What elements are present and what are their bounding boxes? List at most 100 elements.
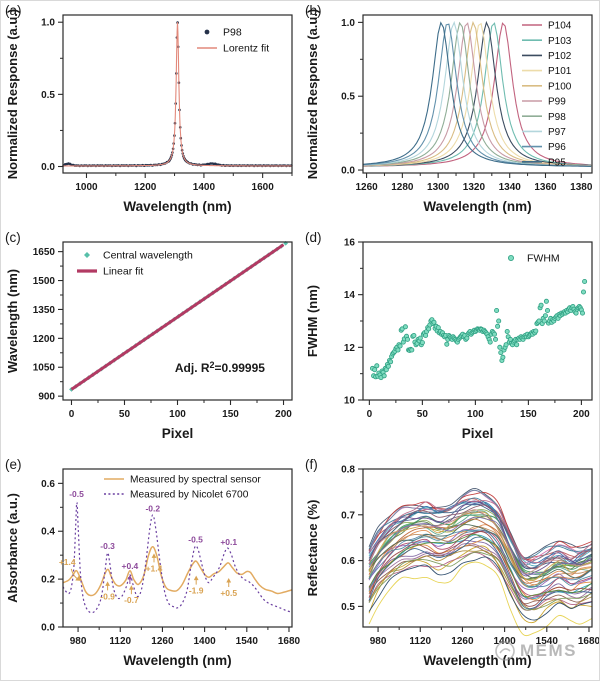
y-tick-label: 0.5	[341, 602, 355, 613]
panel-label-d: (d)	[305, 230, 322, 245]
legend-label: Measured by Nicolet 6700	[130, 490, 249, 501]
y-tick-label: 1200	[33, 334, 56, 345]
series-Linear-fit	[70, 243, 285, 391]
y-tick-label: 1650	[33, 247, 56, 258]
x-tick-label: 1260	[355, 182, 378, 193]
panel-label-b: (b)	[305, 3, 322, 18]
y-axis-title: Wavelength (nm)	[5, 269, 20, 373]
panel-e: (e) 980 1120 1260 1400 1540 1680 0.0 0.2 0.4 0.6 W…	[1, 455, 301, 680]
series-curve-7	[368, 545, 593, 624]
panel-label-a: (a)	[5, 3, 22, 18]
y-tick-label: 1.0	[41, 18, 55, 29]
annotation-value: -0.2	[145, 504, 160, 514]
y-tick-label: 1050	[33, 363, 56, 374]
legend-item-P98: P98	[204, 27, 242, 39]
annotation-arrowhead	[151, 553, 157, 558]
legend-label: P99	[548, 97, 566, 108]
x-tick-label: 1400	[193, 636, 216, 647]
panel-c: (c) 0 50 100 150 200 900 1050 1200 1350 1500 1650 P…	[1, 228, 301, 455]
y-tick-label: 0.0	[41, 162, 55, 173]
x-tick-label: 1540	[536, 636, 559, 647]
x-tick-label: 1120	[409, 636, 431, 647]
annotation-arrowhead	[105, 581, 110, 586]
chart-e-canvas: 980 1120 1260 1400 1540 1680 0.0 0.2 0.4 0.6 Wavel…	[5, 468, 301, 668]
legend-item-P102: P102	[522, 51, 572, 62]
panel-f: (f) 980 1120 1260 1400 1540 1680 0.5 0.6 0.7 0.8 W…	[301, 455, 600, 680]
x-tick-label: 980	[70, 636, 87, 647]
y-tick-label: 10	[344, 396, 356, 407]
chart-c-canvas: 0 50 100 150 200 900 1050 1200 1350 1500 1650 Pixel…	[5, 240, 293, 441]
legend-label: Measured by spectral sensor	[130, 475, 261, 486]
x-tick-label: 1680	[578, 636, 600, 647]
legend-item-P104: P104	[522, 21, 572, 32]
series-FWHM	[370, 279, 588, 381]
y-tick-label: 0.6	[341, 556, 355, 567]
series-curve-9	[368, 534, 593, 600]
y-tick-label: 0.5	[41, 90, 55, 101]
plot-frame	[362, 241, 593, 401]
legend-item-P100: P100	[522, 81, 572, 92]
y-tick-label: 0.6	[41, 479, 55, 490]
legend-item-Central-wavelength: Central wavelength	[84, 250, 193, 262]
y-tick-label: 12	[344, 343, 356, 354]
plot-frame	[62, 468, 293, 628]
x-tick-label: 1600	[252, 182, 275, 193]
series-curve-35	[368, 500, 593, 564]
y-tick-label: 0.0	[41, 623, 55, 634]
series-curve-6	[368, 524, 593, 586]
legend-item-P98: P98	[522, 112, 566, 123]
series-curve-3	[368, 509, 593, 581]
series-curve-32	[368, 551, 593, 611]
chart-f-canvas: 980 1120 1260 1400 1540 1680 0.5 0.6 0.7 0.8 Wavel…	[305, 465, 600, 669]
legend-label: Linear fit	[103, 266, 143, 278]
series-curve-28	[368, 515, 593, 579]
y-tick-label: 900	[38, 392, 55, 403]
legend-label: P100	[548, 81, 572, 92]
series-curve-4	[368, 539, 593, 599]
legend-label: P96	[548, 142, 566, 153]
y-axis-title: FWHM (nm)	[305, 285, 320, 357]
annotation-value: +1.4	[59, 557, 76, 567]
chart-b-canvas: 1260 1280 1300 1320 1340 1360 1380 0.0 0.5 1.0 Wav…	[305, 9, 593, 214]
series-curve-31	[368, 518, 593, 584]
series-Measured-by-Nicolet-6700	[62, 501, 293, 614]
y-axis-title: Reflectance (%)	[305, 500, 320, 597]
x-tick-label: 150	[520, 409, 537, 420]
x-tick-label: 100	[467, 409, 484, 420]
legend-item-Measured-by-Nicolet-6700: Measured by Nicolet 6700	[104, 490, 249, 501]
plot-frame	[362, 468, 593, 628]
annotation-value: +0.4	[122, 561, 139, 571]
y-tick-label: 1500	[33, 276, 56, 287]
x-tick-label: 50	[119, 409, 131, 420]
series-Measured-by-spectral-sensor	[62, 546, 293, 597]
x-tick-label: 1280	[391, 182, 414, 193]
y-tick-label: 0.5	[341, 92, 355, 103]
legend-item-FWHM: FWHM	[507, 253, 560, 265]
legend-dot-swatch	[204, 29, 210, 35]
annotation-value: -0.3	[100, 541, 115, 551]
plot-frame	[362, 14, 593, 174]
annotation-arrowhead	[128, 585, 134, 590]
annotation-value: -0.5	[188, 535, 203, 545]
annotation-value: -0.9	[100, 591, 115, 601]
legend-label: P95	[548, 157, 566, 168]
annotation-value: +0.1	[220, 537, 237, 547]
x-axis-title: Wavelength (nm)	[123, 199, 231, 214]
annotation-arrowhead	[226, 578, 232, 583]
chart-a-canvas: 1000 1200 1400 1600 0.0 0.5 1.0 Wavelength (nm)…	[5, 9, 293, 214]
series-curve-30	[368, 497, 593, 559]
x-tick-label: 200	[573, 409, 590, 420]
annotation-value: +0.5	[220, 588, 237, 598]
legend-item-P96: P96	[522, 142, 566, 153]
series-curve-22	[368, 489, 593, 566]
y-tick-label: 1350	[33, 305, 56, 316]
annotation-value: +1.4	[146, 563, 163, 573]
x-tick-label: 1360	[534, 182, 557, 193]
series-curve-43	[368, 516, 593, 576]
y-tick-label: 0.0	[341, 166, 355, 177]
x-tick-label: 1540	[236, 636, 259, 647]
legend-label: P98	[223, 27, 242, 39]
annotation-value: -0.5	[69, 489, 84, 499]
x-tick-label: 1340	[499, 182, 522, 193]
x-tick-label: 980	[370, 636, 387, 647]
